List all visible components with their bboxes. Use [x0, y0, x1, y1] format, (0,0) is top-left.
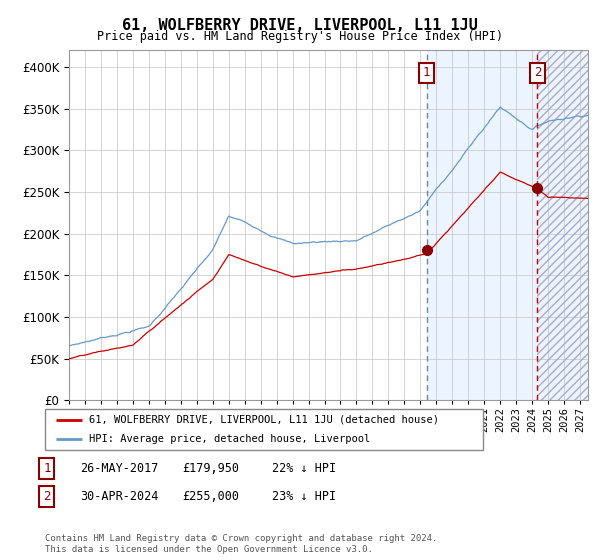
- Text: This data is licensed under the Open Government Licence v3.0.: This data is licensed under the Open Gov…: [45, 545, 373, 554]
- Text: £179,950: £179,950: [182, 462, 239, 475]
- Text: 23% ↓ HPI: 23% ↓ HPI: [272, 490, 336, 503]
- Bar: [427, 50, 600, 400]
- Text: Price paid vs. HM Land Registry's House Price Index (HPI): Price paid vs. HM Land Registry's House …: [97, 30, 503, 43]
- Text: 30-APR-2024: 30-APR-2024: [80, 490, 158, 503]
- Bar: [538, 50, 600, 400]
- Text: 1: 1: [43, 462, 50, 475]
- Text: 2: 2: [533, 67, 541, 80]
- Text: £255,000: £255,000: [182, 490, 239, 503]
- Text: 22% ↓ HPI: 22% ↓ HPI: [272, 462, 336, 475]
- Text: 61, WOLFBERRY DRIVE, LIVERPOOL, L11 1JU (detached house): 61, WOLFBERRY DRIVE, LIVERPOOL, L11 1JU …: [89, 415, 439, 425]
- Text: HPI: Average price, detached house, Liverpool: HPI: Average price, detached house, Live…: [89, 433, 370, 444]
- FancyBboxPatch shape: [45, 409, 483, 450]
- Text: Contains HM Land Registry data © Crown copyright and database right 2024.: Contains HM Land Registry data © Crown c…: [45, 534, 437, 543]
- Text: 1: 1: [423, 67, 430, 80]
- Text: 26-MAY-2017: 26-MAY-2017: [80, 462, 158, 475]
- Text: 2: 2: [43, 490, 50, 503]
- Text: 61, WOLFBERRY DRIVE, LIVERPOOL, L11 1JU: 61, WOLFBERRY DRIVE, LIVERPOOL, L11 1JU: [122, 18, 478, 33]
